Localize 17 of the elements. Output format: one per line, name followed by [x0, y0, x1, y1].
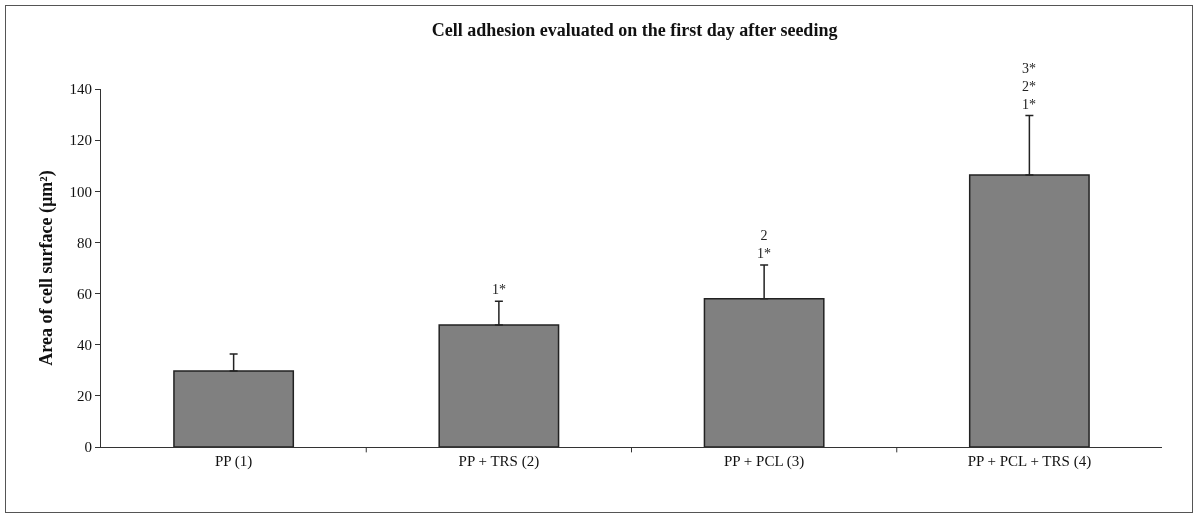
y-tick-label: 120	[69, 132, 92, 149]
x-tick-label: PP + TRS (2)	[458, 453, 540, 470]
chart-title: Cell adhesion evaluated on the first day after seeding	[431, 20, 838, 41]
annotation: 2 1*	[757, 228, 771, 262]
y-tick-label: 60	[77, 285, 92, 302]
y-tick-label: 100	[69, 183, 92, 200]
y-tick-label: 20	[77, 388, 92, 405]
y-axis-title: Area of cell surface (µm²)	[35, 170, 57, 366]
annotation: 3* 2* 1*	[1022, 61, 1036, 113]
annotation: 1*	[492, 282, 506, 297]
y-tick-label: 80	[77, 234, 92, 251]
x-tick-label: PP + PCL (3)	[723, 453, 805, 470]
y-tick-label: 140	[69, 81, 92, 98]
x-tick-label: PP (1)	[214, 453, 253, 470]
x-tick-label: PP + PCL + TRS (4)	[967, 453, 1092, 470]
y-tick-label: 0	[84, 439, 92, 456]
y-tick-label: 40	[77, 336, 92, 353]
